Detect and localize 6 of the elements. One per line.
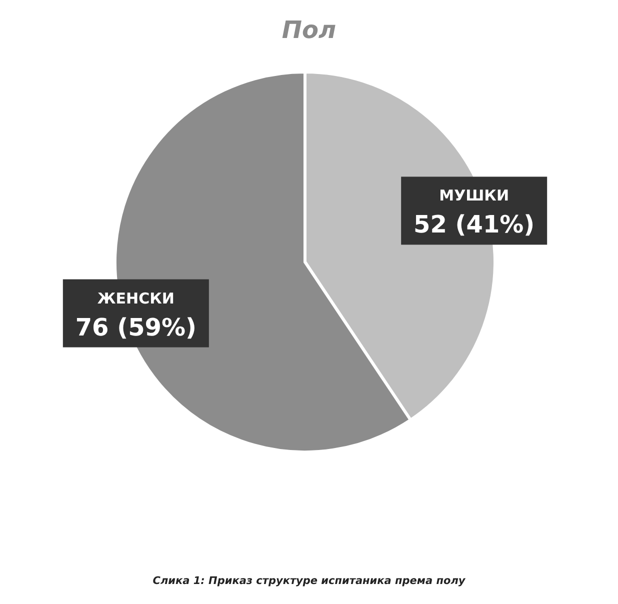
slice-label: МУШКИ [439,186,510,205]
data-label: 52 (41%) [414,210,535,239]
chart-title: Пол [282,16,336,44]
data-label: 76 (59%) [75,313,196,342]
slice-label: ЖЕНСКИ [97,289,174,308]
text: Слика 1: Приказ структуре испитаника према полу [152,575,466,587]
